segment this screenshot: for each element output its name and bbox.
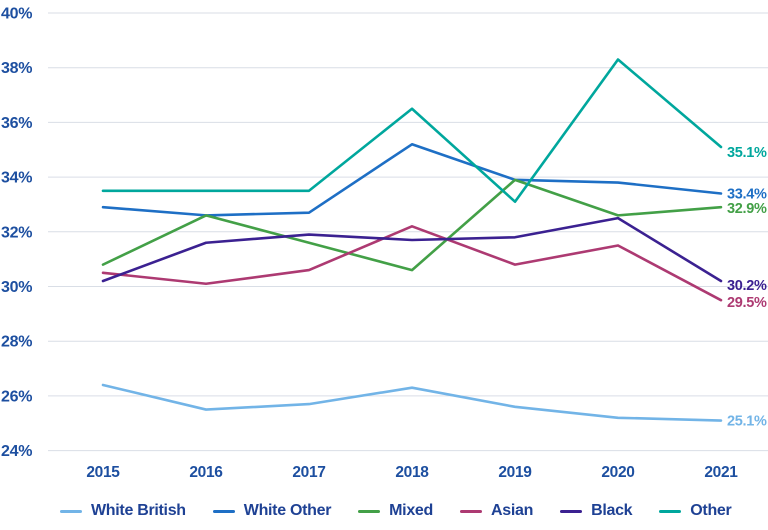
legend-item-black: Black <box>560 502 633 520</box>
series-end-label-other: 35.1% <box>727 145 767 161</box>
y-axis-tick-label: 32% <box>1 224 32 241</box>
legend-dash-icon <box>212 509 235 513</box>
legend-dash-icon <box>358 509 381 513</box>
series-line-white-other <box>101 142 723 217</box>
series-end-label-white-other: 33.4% <box>727 187 767 203</box>
legend-dash-icon <box>460 509 482 513</box>
y-axis-tick-label: 28% <box>1 334 32 351</box>
legend-item-asian: Asian <box>460 502 533 520</box>
legend-item-other: Other <box>659 502 732 520</box>
series-line-mixed <box>101 178 723 272</box>
y-axis-tick-label: 26% <box>1 388 32 405</box>
legend-item-mixed: Mixed <box>358 502 433 520</box>
x-axis-year-label: 2018 <box>395 464 429 481</box>
y-axis-tick-label: 24% <box>1 443 32 460</box>
legend-item-white-british: White British <box>60 502 186 520</box>
y-axis-tick-label: 34% <box>1 170 32 187</box>
x-axis-year-label: 2015 <box>86 464 120 481</box>
legend-dash-icon <box>60 509 82 513</box>
x-axis-year-label: 2021 <box>704 464 738 481</box>
legend-label: White Other <box>243 502 332 519</box>
series-line-other <box>101 58 723 204</box>
series-line-asian <box>101 225 723 302</box>
legend-label: White British <box>91 502 186 519</box>
y-axis-tick-label: 40% <box>1 6 32 23</box>
x-axis-year-label: 2017 <box>292 464 325 481</box>
y-axis-tick-label: 30% <box>1 279 32 296</box>
legend-item-white-other: White Other <box>212 502 332 520</box>
series-line-white-british <box>101 383 723 422</box>
plot-area: 40% 38% 36% 34% 32% 30% 28% 26% 24% 2015 2016 2017 2… <box>1 6 768 481</box>
series-end-label-asian: 29.5% <box>727 295 767 311</box>
series-end-label-white-british: 25.1% <box>727 414 767 430</box>
y-axis-tick-label: 36% <box>1 115 32 132</box>
x-axis-year-label: 2020 <box>601 464 634 481</box>
series-line-black <box>101 216 723 283</box>
x-axis-year-label: 2019 <box>498 464 532 481</box>
legend-label: Other <box>690 502 732 519</box>
series-end-label-mixed: 32.9% <box>727 201 767 217</box>
legend-dash-icon <box>659 509 682 513</box>
legend-label: Mixed <box>389 502 433 519</box>
legend-dash-icon <box>560 509 583 513</box>
legend-label: Asian <box>491 502 534 519</box>
series-end-label-black: 30.2% <box>727 278 767 294</box>
chart-legend: White British White Other Mixed Asian Black O… <box>0 502 768 520</box>
y-axis-tick-label: 38% <box>1 60 32 77</box>
legend-label: Black <box>591 502 633 519</box>
x-axis-year-label: 2016 <box>189 464 223 481</box>
